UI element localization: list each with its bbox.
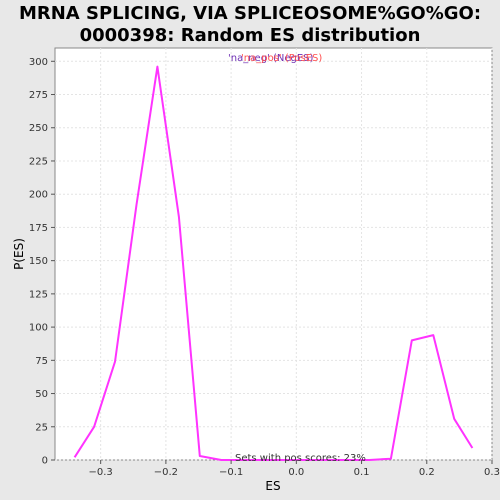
y-tick-label: 25 (35, 422, 48, 433)
x-tick-label: 0.1 (354, 467, 370, 478)
y-tick-label: 300 (29, 57, 48, 68)
grid-lines (55, 48, 493, 461)
x-tick-label: −0.2 (154, 467, 178, 478)
chart-title-line-1: MRNA SPLICING, VIA SPLICEOSOME%GO%GO: (19, 3, 481, 24)
legend: 'na_neg' (NegES) 'na_pos' (PosES) (228, 53, 322, 64)
y-tick-label: 150 (29, 256, 48, 267)
es-distribution-line (73, 65, 474, 461)
x-tick-label: 0.3 (484, 467, 500, 478)
legend-entry-neg: 'na_neg' (NegES) (228, 53, 314, 64)
y-tick-label: 200 (29, 190, 48, 201)
y-tick-label: 250 (29, 123, 48, 134)
y-tick-label: 75 (35, 356, 48, 367)
x-tick-label: 0.2 (419, 467, 435, 478)
x-tick-label: −0.1 (219, 467, 243, 478)
x-axis-ticks: −0.3 −0.2 −0.1 0.0 0.1 0.2 0.3 (89, 460, 500, 478)
x-tick-label: −0.3 (89, 467, 113, 478)
y-tick-label: 175 (29, 223, 48, 234)
x-tick-label: 0.0 (288, 467, 304, 478)
y-axis-label: P(ES) (12, 238, 26, 270)
y-tick-label: 0 (42, 456, 48, 467)
y-axis-ticks: 0 25 50 75 100 125 150 175 200 225 250 275 300 (29, 57, 55, 467)
y-tick-label: 50 (35, 389, 48, 400)
y-tick-label: 125 (29, 289, 48, 300)
pos-scores-annotation: Sets with pos scores: 23% (235, 453, 366, 464)
y-tick-label: 225 (29, 156, 48, 167)
x-axis-label: ES (265, 479, 280, 493)
series-layer (73, 65, 474, 461)
y-tick-label: 275 (29, 90, 48, 101)
plot-area (54, 47, 493, 461)
legend-entry-pos: 'na_pos' (PosES) (241, 53, 322, 64)
y-tick-label: 100 (29, 323, 48, 334)
chart-title: MRNA SPLICING, VIA SPLICEOSOME%GO%GO: 00… (19, 3, 481, 46)
chart-title-line-2: 0000398: Random ES distribution (80, 25, 421, 46)
